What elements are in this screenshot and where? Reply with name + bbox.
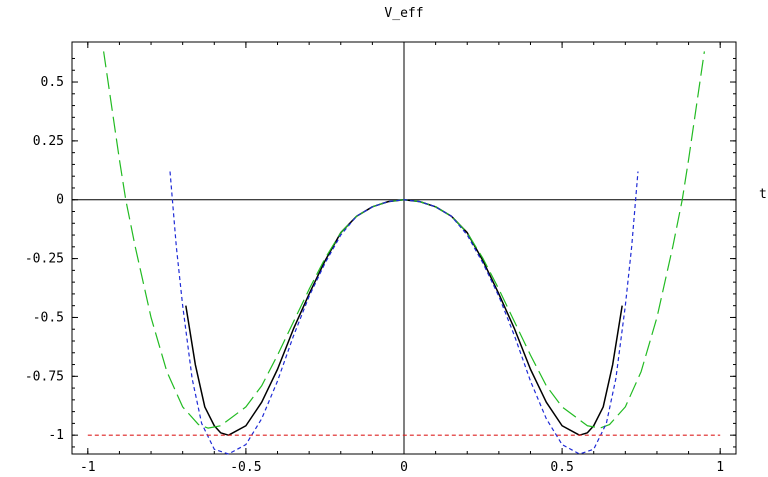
y-tick-label: -0.25 [25, 252, 64, 267]
y-tick-label: -0.75 [25, 369, 64, 384]
ticks-group: -1 -0.5 0 0.5 1 0.5 0.25 0 -0.25 -0.5 -0.75 -1 [25, 42, 736, 475]
chart-title: V_eff [384, 6, 423, 21]
x-axis-label: t [759, 187, 767, 202]
y-tick-label: 0 [56, 193, 64, 208]
x-tick-label: 1 [716, 460, 724, 475]
y-tick-label: 0.25 [33, 134, 64, 149]
series-group [87, 51, 721, 455]
x-tick-label: 0 [400, 460, 408, 475]
y-tick-label: 0.5 [41, 75, 64, 90]
y-tick-label: -0.5 [33, 310, 64, 325]
x-tick-label: -0.5 [230, 460, 261, 475]
y-tick-label: -1 [48, 428, 64, 443]
axes-group [72, 42, 736, 454]
series-line-3 [169, 171, 639, 455]
x-tick-label: 0.5 [550, 460, 573, 475]
x-tick-label: -1 [80, 460, 96, 475]
